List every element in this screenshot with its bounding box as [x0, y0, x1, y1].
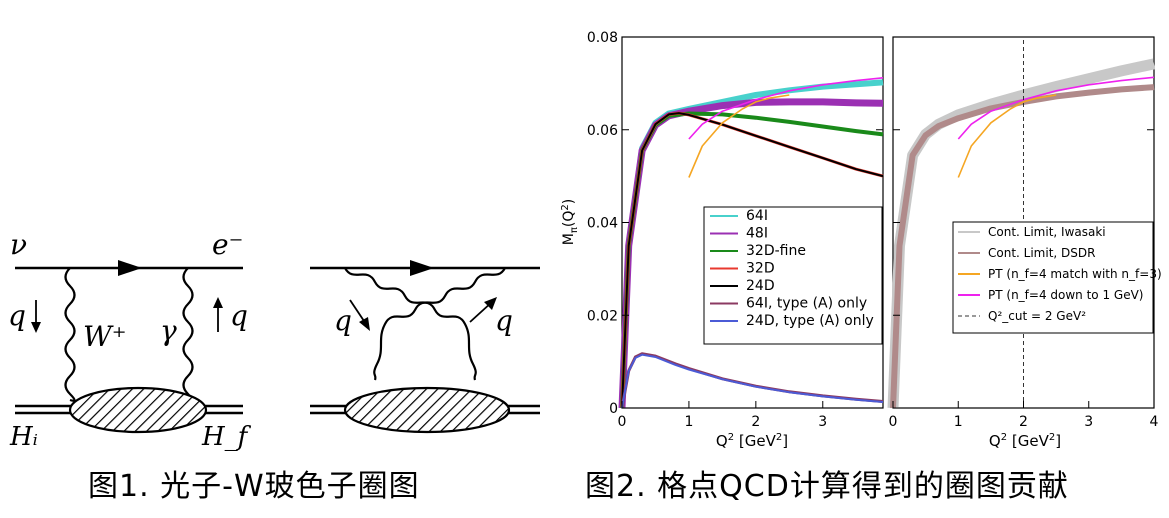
momentum-arrowhead-left [31, 322, 41, 333]
series-line-24d [621, 112, 884, 409]
figure2-caption: 图2. 格点QCD计算得到的圈图贡献 [585, 469, 1069, 504]
x-tick-label: 4 [1150, 414, 1159, 430]
series-line-cont-limit-dsdr [890, 84, 1155, 409]
momentum-arrowhead-right [213, 297, 223, 308]
x-tick-label: 2 [751, 414, 760, 430]
x-axis-label-left-close: ] [782, 432, 788, 450]
label-h-initial: Hᵢ [9, 422, 38, 452]
legend-right-items: Cont. Limit, Iwasaki Cont. Limit, DSDR PT … [958, 225, 1162, 323]
series-line-pt-n-f-4-down-to-1-gev- [957, 76, 1155, 140]
x-axis-label-right-q: Q [989, 432, 1001, 450]
series-line-24d-type-a-only [621, 353, 884, 409]
x-tick-label: 0 [889, 414, 898, 430]
series-line-unlabeled [688, 94, 790, 178]
label-q-left: q [8, 299, 26, 332]
legend-label: PT (n_f=4 match with n_f=3) [988, 267, 1162, 281]
legend-label: 64I, type (A) only [746, 296, 867, 312]
feynman-diagram-b: q q [310, 260, 540, 434]
y-tick-label: 0.02 [587, 308, 618, 324]
fermion-arrow-a [118, 260, 142, 276]
series-line-64i-type-a-only [620, 352, 884, 409]
crossed-boson-line-1 [344, 267, 477, 381]
y-tick-label: 0 [609, 401, 618, 417]
x-axis-label-left-unit: [GeV [734, 432, 776, 450]
y-axis-label-sup: 2 [560, 204, 571, 210]
y-axis-label: Mπ(Q2) [560, 199, 580, 245]
momentum-arrowhead-b-right [484, 297, 497, 310]
x-axis-label-right-close: ] [1055, 432, 1061, 450]
x-axis-label-right: Q2 [GeV2] [989, 432, 1061, 450]
y-tick-label: 0.08 [587, 30, 618, 46]
series-group-left [618, 77, 884, 409]
series-line-pt-n-f-4-match-with-n-f-3- [957, 94, 1057, 178]
x-axis-label-right-sup: 2 [1001, 432, 1007, 443]
label-nu: ν [10, 228, 27, 261]
legend-label: 24D, type (A) only [746, 313, 874, 329]
ticks-right: 0 1 2 3 4 [889, 36, 1159, 430]
legend-label: Cont. Limit, Iwasaki [988, 225, 1106, 239]
series-group-right [887, 37, 1156, 409]
legend-label: 48I [746, 226, 768, 242]
legend-label: 24D [746, 278, 775, 294]
legend-label: 32D [746, 261, 775, 277]
x-tick-label: 3 [1084, 414, 1093, 430]
y-axis-label-text: M [561, 233, 577, 245]
photon-line [182, 267, 194, 402]
hadron-blob-b [343, 386, 511, 434]
x-axis-label-left: Q2 [GeV2] [716, 432, 788, 450]
y-axis-label-close: ) [561, 199, 577, 204]
x-axis-label-right-unit: [GeV [1007, 432, 1049, 450]
label-q-cross-left: q [334, 304, 352, 337]
label-w-plus: W⁺ [83, 320, 127, 353]
series-line-unlabeled [688, 77, 884, 140]
legend-right: Cont. Limit, Iwasaki Cont. Limit, DSDR PT … [952, 221, 1162, 334]
x-tick-label: 1 [684, 414, 693, 430]
y-tick-label: 0.04 [587, 216, 618, 232]
x-axis-label-left-unit-sup: 2 [776, 432, 782, 443]
x-axis-label-left-q: Q [716, 432, 728, 450]
w-boson-line [64, 267, 76, 402]
legend-label: PT (n_f=4 down to 1 GeV) [988, 288, 1143, 302]
label-e-minus: e⁻ [212, 228, 243, 261]
ticks-left: 0 1 2 3 0 0.02 0.04 0.06 0.08 [587, 30, 883, 430]
figure1-caption: 图1. 光子-W玻色子圈图 [88, 469, 420, 504]
y-tick-label: 0.06 [587, 123, 618, 139]
x-tick-label: 3 [818, 414, 827, 430]
momentum-arrowhead-b-left [359, 317, 370, 331]
x-tick-label: 0 [618, 414, 627, 430]
chart-panel-left: 0 1 2 300.020.040.060.08 Mπ(Q2) Q2 [GeV2] 6… [560, 30, 884, 450]
legend-label: Q²_cut = 2 GeV² [988, 309, 1086, 323]
x-tick-label: 1 [954, 414, 963, 430]
legend-label: Cont. Limit, DSDR [988, 246, 1095, 260]
label-q-right: q [230, 299, 248, 332]
y-axis-label-sub: π [569, 227, 580, 233]
x-tick-label: 2 [1019, 414, 1028, 430]
label-q-cross-right: q [495, 304, 513, 337]
hadron-blob-a [68, 386, 208, 434]
crossed-boson-line-2 [373, 267, 506, 381]
fermion-arrow-b [410, 260, 434, 276]
x-axis-label-left-sup: 2 [728, 432, 734, 443]
legend-label: 64I [746, 208, 768, 224]
x-axis-label-right-unit-sup: 2 [1049, 432, 1055, 443]
feynman-diagram-a: ν e⁻ q q W⁺ γ Hᵢ H_f [8, 228, 252, 452]
label-gamma: γ [160, 314, 177, 347]
legend-right-box [952, 221, 1154, 334]
label-h-final: H_f [201, 422, 252, 452]
y-axis-label-arg: (Q [561, 211, 577, 227]
legend-label: 32D-fine [746, 243, 806, 259]
